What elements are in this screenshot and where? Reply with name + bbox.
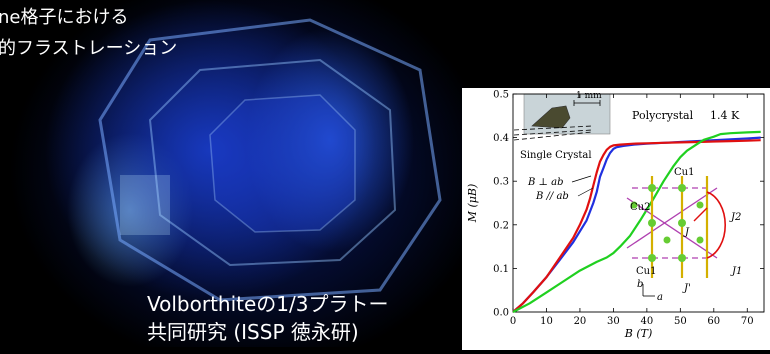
x-tick-label: 70 [741,316,754,327]
y-tick-label: 0.3 [493,177,509,188]
sample-photo-inset: 1 mm [523,91,611,135]
scale-label: 1 mm [576,91,602,101]
x-tick-label: 0 [510,316,516,327]
x-tick-label: 60 [707,316,720,327]
axis-b-label: b [637,279,643,290]
y-axis-label: M (μB) [466,184,479,224]
magnetization-chart: 1 mm 0 10 20 30 40 50 60 70 0.0 0.1 0.2 0.3 0.4 0.5 B … [466,90,765,340]
y-tick-label: 0.0 [493,308,509,319]
polycrystal-label: Polycrystal [632,109,694,122]
dashed-extrapolation [513,125,593,141]
cu1-bottom-label: Cu1 [636,266,656,277]
cu1-top-label: Cu1 [674,167,694,178]
plot-axes: 0 10 20 30 40 50 60 70 0.0 0.1 0.2 0.3 0.4 0.5 B (T) M … [466,90,765,340]
crystal-glint [120,175,170,235]
x-tick-label: 10 [540,316,553,327]
caption-line-1: Volborthiteの1/3プラトー [147,292,389,316]
y-tick-label: 0.2 [493,220,509,231]
data-series [512,130,761,313]
temperature-label: 1.4 K [710,109,740,122]
crystal-outline [98,18,442,302]
j2-label: J2 [729,212,741,223]
y-tick-label: 0.4 [493,133,509,144]
series-line [512,130,761,313]
j-label: J [683,227,690,238]
x-tick-label: 20 [574,316,587,327]
para-arrow [577,187,594,197]
x-axis-label: B (T) [624,327,653,340]
caption-line-2: 共同研究 (ISSP 徳永研) [147,320,359,344]
plot-frame [512,93,765,313]
y-tick-label: 0.1 [493,264,509,275]
perp-label: B ⊥ ab [527,177,563,188]
x-tick-label: 30 [607,316,620,327]
cu2-label: Cu2 [630,202,650,213]
perp-arrow [571,175,592,183]
j1-label: J1 [730,266,742,277]
headline-line-2: 的フラストレーション [0,38,178,59]
para-label: B // ab [535,191,569,202]
jprime-label: J' [682,283,691,294]
y-tick-label: 0.5 [493,90,509,101]
crystal-inner-facet [148,58,397,267]
single-crystal-label: Single Crystal [520,150,592,161]
x-tick-label: 40 [640,316,653,327]
series-line [512,139,761,313]
magnetization-figure: 1 mm 0 10 20 30 40 50 60 70 0.0 0.1 0.2 0.3 0.4 0.5 B … [462,88,770,350]
headline-line-1: ne格子における [0,7,129,28]
axis-a-label: a [657,292,663,303]
kagome-lattice-diagram: Cu1 Cu2 Cu1 J2 J1 J J' b a [626,167,742,303]
x-tick-label: 50 [674,316,687,327]
crystal-core-facet [209,94,356,233]
